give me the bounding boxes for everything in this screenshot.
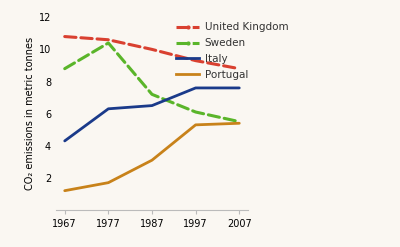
Y-axis label: CO₂ emissions in metric tonnes: CO₂ emissions in metric tonnes	[24, 37, 34, 190]
United Kingdom	[62, 35, 67, 38]
Line: Sweden: Sweden	[65, 43, 239, 122]
Italy	[62, 139, 67, 142]
United Kingdom	[193, 59, 198, 62]
Portugal	[237, 122, 242, 125]
Portugal	[193, 124, 198, 126]
Legend: United Kingdom, Sweden, Italy, Portugal: United Kingdom, Sweden, Italy, Portugal	[176, 22, 288, 80]
Sweden	[106, 41, 111, 44]
Italy	[150, 104, 154, 107]
Sweden	[193, 111, 198, 114]
United Kingdom	[237, 67, 242, 70]
Portugal	[106, 181, 111, 184]
United Kingdom	[106, 38, 111, 41]
Portugal	[62, 189, 67, 192]
Italy	[106, 107, 111, 110]
Sweden	[62, 67, 67, 70]
Italy	[237, 86, 242, 89]
Line: Portugal: Portugal	[65, 123, 239, 191]
Sweden	[150, 93, 154, 96]
Portugal	[150, 159, 154, 162]
Line: Italy: Italy	[65, 88, 239, 141]
Line: United Kingdom: United Kingdom	[65, 37, 239, 69]
Sweden	[237, 120, 242, 123]
Italy	[193, 86, 198, 89]
United Kingdom	[150, 48, 154, 51]
